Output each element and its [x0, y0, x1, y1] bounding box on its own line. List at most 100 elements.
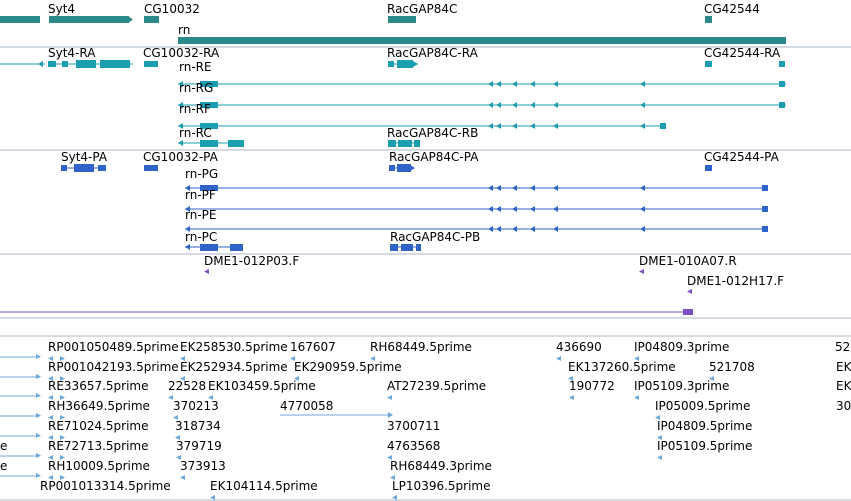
strand-arrow-left-icon [530, 206, 535, 212]
exon-block [48, 61, 56, 67]
est-label-34: 373913 [180, 459, 226, 473]
strand-arrow-right-icon [410, 165, 415, 171]
transcript-label-rn-2: rn-RF [179, 102, 211, 116]
strand-arrow-left-icon [488, 206, 493, 212]
strand-arrow-right-icon [36, 413, 41, 418]
exon-block [389, 165, 395, 171]
strand-arrow-left-icon [512, 123, 517, 129]
exon-block [398, 140, 412, 147]
clone-end-block [683, 309, 693, 315]
strand-arrow-left-icon [180, 475, 185, 480]
strand-arrow-right-icon [36, 453, 41, 458]
transcript-label-cg10032-ra: CG10032-RA [143, 46, 220, 60]
est-label-1: EK258530.5prime [180, 340, 288, 354]
exon-block [230, 244, 243, 251]
transcript-label-rn-rc: rn-RC [179, 126, 212, 140]
strand-arrow-left-icon [640, 102, 645, 108]
est-label-36: RP001013314.5prime [40, 479, 171, 493]
strand-arrow-left-icon [488, 81, 493, 87]
est-label-29: RE72713.5prime [48, 439, 149, 453]
est-label-40: e [0, 459, 7, 473]
strand-arrow-left-icon [512, 226, 517, 232]
gene-label-rn: rn [178, 23, 190, 37]
gene-feature-cg10032 [144, 16, 159, 23]
exon-block [390, 244, 398, 251]
exon-block [200, 123, 218, 129]
exon-block [779, 81, 785, 87]
strand-arrow-left-icon [496, 206, 501, 212]
strand-arrow-left-icon [634, 356, 639, 361]
strand-arrow-right-icon [60, 455, 65, 460]
exon-block [74, 164, 94, 172]
strand-arrow-left-icon [530, 226, 535, 232]
strand-arrow-left-icon [48, 455, 53, 460]
transcript-label-rn-1: rn-RG [179, 81, 213, 95]
est-label-25: RE71024.5prime [48, 419, 149, 433]
strand-arrow-left-icon [210, 495, 215, 500]
strand-arrow-right-icon [60, 376, 65, 381]
strand-arrow-left-icon [639, 269, 644, 274]
exon-block [779, 102, 785, 108]
transcript-label-cg42544-ra: CG42544-RA [704, 46, 781, 60]
strand-arrow-right-icon [60, 475, 65, 480]
strand-arrow-left-icon [488, 226, 493, 232]
est-label-31: 4763568 [387, 439, 440, 453]
strand-arrow-right-icon [36, 354, 41, 359]
est-label-20: RH36649.5prime [48, 399, 150, 413]
strand-arrow-left-icon [553, 81, 558, 87]
exon-block [200, 185, 218, 191]
strand-arrow-left-icon [530, 185, 535, 191]
strand-arrow-left-icon [640, 123, 645, 129]
est-label-27: 3700711 [387, 419, 440, 433]
exon-block [705, 165, 712, 171]
strand-arrow-left-icon [185, 226, 190, 232]
strand-arrow-right-icon [60, 395, 65, 400]
exon-block [388, 140, 396, 147]
exon-block [144, 61, 158, 67]
strand-arrow-right-icon [36, 433, 41, 438]
strand-arrow-left-icon [370, 356, 375, 361]
strand-arrow-left-icon [392, 495, 397, 500]
strand-arrow-left-icon [48, 435, 53, 440]
exon-block [705, 61, 712, 67]
strand-arrow-left-icon [178, 102, 183, 108]
exon-block [144, 165, 158, 171]
protein-label-rn-1: rn-PF [185, 188, 216, 202]
exon-block [200, 140, 218, 147]
gene-label-syt4: Syt4 [48, 2, 75, 16]
transcript-label-syt4-ra: Syt4-RA [48, 46, 96, 60]
est-label-3: RH68449.5prime [370, 340, 472, 354]
est-label-22: 4770058 [280, 399, 333, 413]
strand-arrow-left-icon [387, 395, 392, 400]
strand-arrow-left-icon [294, 376, 299, 381]
exon-block [416, 244, 421, 251]
strand-arrow-left-icon [553, 123, 558, 129]
protein-label-rn-0: rn-PG [185, 167, 218, 181]
strand-arrow-left-icon [48, 395, 53, 400]
strand-arrow-left-icon [512, 102, 517, 108]
strand-arrow-left-icon [496, 123, 501, 129]
exon-block [762, 206, 768, 212]
strand-arrow-left-icon [175, 435, 180, 440]
gene-label-cg42544: CG42544 [704, 2, 760, 16]
strand-arrow-left-icon [185, 206, 190, 212]
est-label-9: EK290959.5prime [294, 360, 402, 374]
strand-arrow-left-icon [48, 376, 53, 381]
transcript-label-racgap84c-ra: RacGAP84C-RA [387, 46, 479, 60]
strand-arrow-left-icon [176, 455, 181, 460]
est-label-8: EK252934.5prime [180, 360, 288, 374]
strand-arrow-left-icon [530, 123, 535, 129]
transcript-label-racgap84c-rb: RacGAP84C-RB [387, 126, 478, 140]
strand-arrow-left-icon [553, 185, 558, 191]
est-label-23: IP05009.5prime [655, 399, 750, 413]
est-label-19: EK [836, 379, 851, 393]
strand-arrow-left-icon [709, 376, 714, 381]
protein-label-cg42544-pa: CG42544-PA [704, 150, 780, 164]
strand-arrow-left-icon [208, 395, 213, 400]
strand-arrow-left-icon [180, 356, 185, 361]
strand-arrow-left-icon [687, 289, 692, 294]
strand-arrow-left-icon [657, 455, 662, 460]
exon-block [388, 61, 394, 67]
strand-arrow-left-icon [553, 206, 558, 212]
strand-arrow-left-icon [512, 206, 517, 212]
